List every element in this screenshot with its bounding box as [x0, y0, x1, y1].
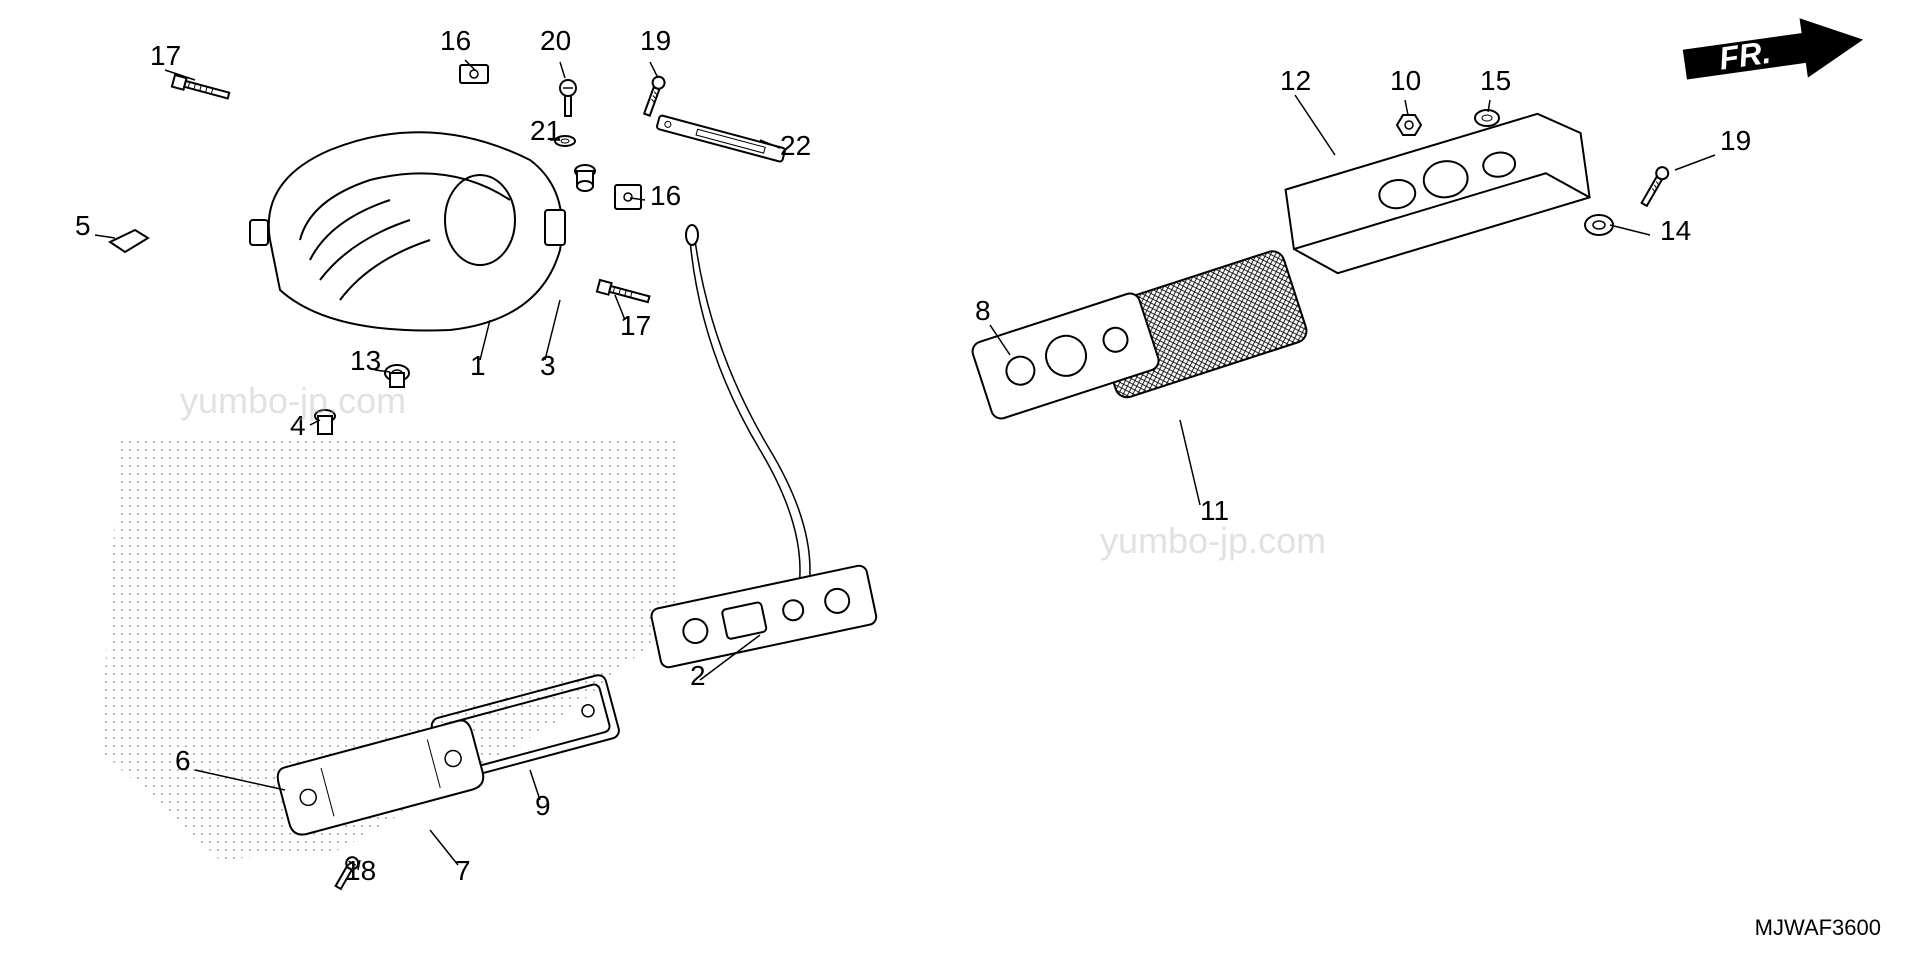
wire-terminal — [686, 225, 698, 245]
diagram-code: MJWAF3600 — [1755, 915, 1881, 941]
reflector-housing-12 — [1280, 108, 1595, 278]
callout-18: 18 — [345, 855, 376, 886]
rubber-5 — [110, 230, 148, 252]
callout-3: 3 — [540, 350, 556, 381]
callout-19a: 19 — [640, 25, 671, 56]
callout-9: 9 — [535, 790, 551, 821]
license-light-base — [650, 564, 878, 668]
callout-4: 4 — [290, 410, 306, 441]
taillight-assembly — [250, 132, 565, 330]
callout-14: 14 — [1660, 215, 1691, 246]
callout-11: 11 — [1200, 495, 1229, 526]
callout-2: 2 — [690, 660, 706, 691]
callout-5: 5 — [75, 210, 91, 241]
parts-diagram-svg: FR. — [0, 0, 1921, 961]
screw-19a — [641, 75, 666, 117]
collar-3 — [575, 165, 595, 191]
grommet-14 — [1585, 215, 1613, 235]
screw-20 — [560, 80, 576, 116]
cap-15 — [1475, 110, 1499, 126]
fr-arrow-badge: FR. — [1681, 10, 1868, 94]
parts-diagram-container: FR. — [0, 0, 1921, 961]
callout-15: 15 — [1480, 65, 1511, 96]
screw-19b — [1639, 165, 1670, 207]
callout-21: 21 — [530, 115, 561, 146]
grommet-13 — [385, 365, 409, 387]
callout-16b: 16 — [650, 180, 681, 211]
callout-13: 13 — [350, 345, 381, 376]
callout-1: 1 — [470, 350, 486, 381]
callout-12: 12 — [1280, 65, 1311, 96]
callout-17b: 17 — [620, 310, 651, 341]
callout-16a: 16 — [440, 25, 471, 56]
callout-17a: 17 — [150, 40, 181, 71]
callout-19b: 19 — [1720, 125, 1751, 156]
bolt-17a — [172, 75, 230, 101]
clip-nut-16a — [460, 65, 488, 83]
callout-7: 7 — [455, 855, 471, 886]
bolt-17b — [597, 280, 650, 305]
bracket-22 — [656, 115, 785, 162]
gasket-8 — [970, 291, 1161, 421]
fr-label: FR. — [1717, 34, 1773, 77]
callout-10: 10 — [1390, 65, 1421, 96]
callout-20: 20 — [540, 25, 571, 56]
collar-4 — [315, 410, 335, 434]
callout-22: 22 — [780, 130, 811, 161]
nut-10 — [1397, 115, 1421, 135]
callout-8: 8 — [975, 295, 991, 326]
clip-nut-16b — [615, 185, 641, 209]
callout-6: 6 — [175, 745, 191, 776]
